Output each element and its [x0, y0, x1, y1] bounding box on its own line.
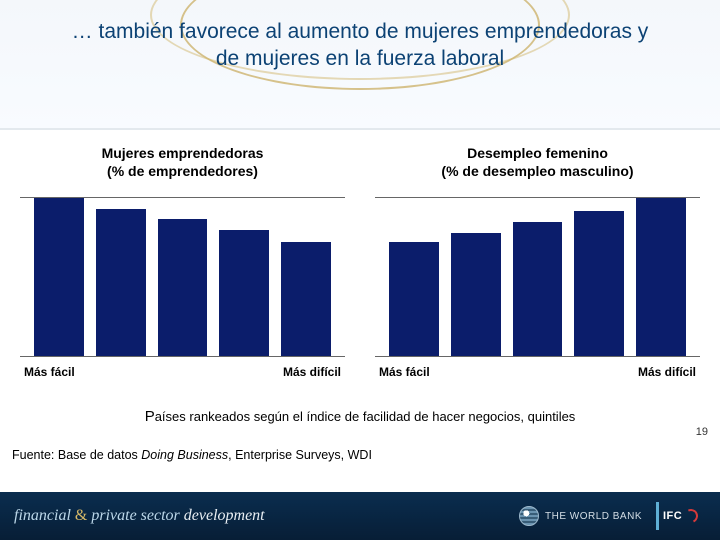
axis-labels-left: Más fácil Más difícil	[20, 365, 345, 379]
ifc-swoosh-icon	[682, 507, 700, 525]
brand-amp: &	[75, 507, 87, 524]
brand-word: financial	[14, 507, 75, 524]
chart-left: Mujeres emprendedoras (% de emprendedore…	[20, 145, 345, 379]
globe-icon	[519, 506, 539, 526]
source-italic: Doing Business	[141, 448, 228, 462]
footer-logos: THE WORLD BANK IFC	[519, 502, 706, 530]
axis-label-easy: Más fácil	[379, 365, 430, 379]
bar	[636, 198, 686, 356]
footer-bar: financial & private sector development T…	[0, 492, 720, 540]
bar	[574, 211, 624, 356]
bar	[451, 233, 501, 356]
chart-left-subtitle: Mujeres emprendedoras (% de emprendedore…	[20, 145, 345, 187]
footer-brand: financial & private sector development	[14, 507, 265, 525]
bar-area-left	[20, 197, 345, 357]
bar	[96, 209, 146, 356]
bar	[513, 222, 563, 356]
ifc-label: IFC	[663, 510, 682, 522]
slide-title: … también favorece al aumento de mujeres…	[70, 18, 650, 73]
bar	[389, 242, 439, 356]
world-bank-label: THE WORLD BANK	[545, 511, 642, 522]
source-suffix: , Enterprise Surveys, WDI	[228, 448, 372, 462]
bar	[34, 198, 84, 356]
bar	[219, 230, 269, 356]
source-prefix: Fuente: Base de datos	[12, 448, 141, 462]
axis-labels-right: Más fácil Más difícil	[375, 365, 700, 379]
caption: Países rankeados según el índice de faci…	[40, 408, 680, 425]
caption-text: aíses rankeados según el índice de facil…	[155, 409, 576, 424]
subtitle-line: Desempleo femenino	[467, 145, 608, 161]
caption-dropcap: P	[145, 408, 155, 425]
brand-word: development	[184, 507, 265, 524]
axis-label-easy: Más fácil	[24, 365, 75, 379]
source-line: Fuente: Base de datos Doing Business, En…	[12, 448, 372, 462]
chart-right: Desempleo femenino (% de desempleo mascu…	[375, 145, 700, 379]
ifc-logo: IFC	[656, 502, 706, 530]
chart-right-subtitle: Desempleo femenino (% de desempleo mascu…	[375, 145, 700, 187]
subtitle-line: (% de emprendedores)	[107, 163, 258, 179]
axis-label-hard: Más difícil	[283, 365, 341, 379]
subtitle-line: Mujeres emprendedoras	[102, 145, 264, 161]
charts-container: Mujeres emprendedoras (% de emprendedore…	[20, 145, 700, 379]
bar	[158, 219, 208, 356]
brand-word: private sector	[87, 507, 183, 524]
axis-label-hard: Más difícil	[638, 365, 696, 379]
page-number: 19	[696, 426, 708, 438]
bar	[281, 242, 331, 356]
bar-area-right	[375, 197, 700, 357]
subtitle-line: (% de desempleo masculino)	[441, 163, 633, 179]
world-bank-logo: THE WORLD BANK	[519, 506, 642, 526]
